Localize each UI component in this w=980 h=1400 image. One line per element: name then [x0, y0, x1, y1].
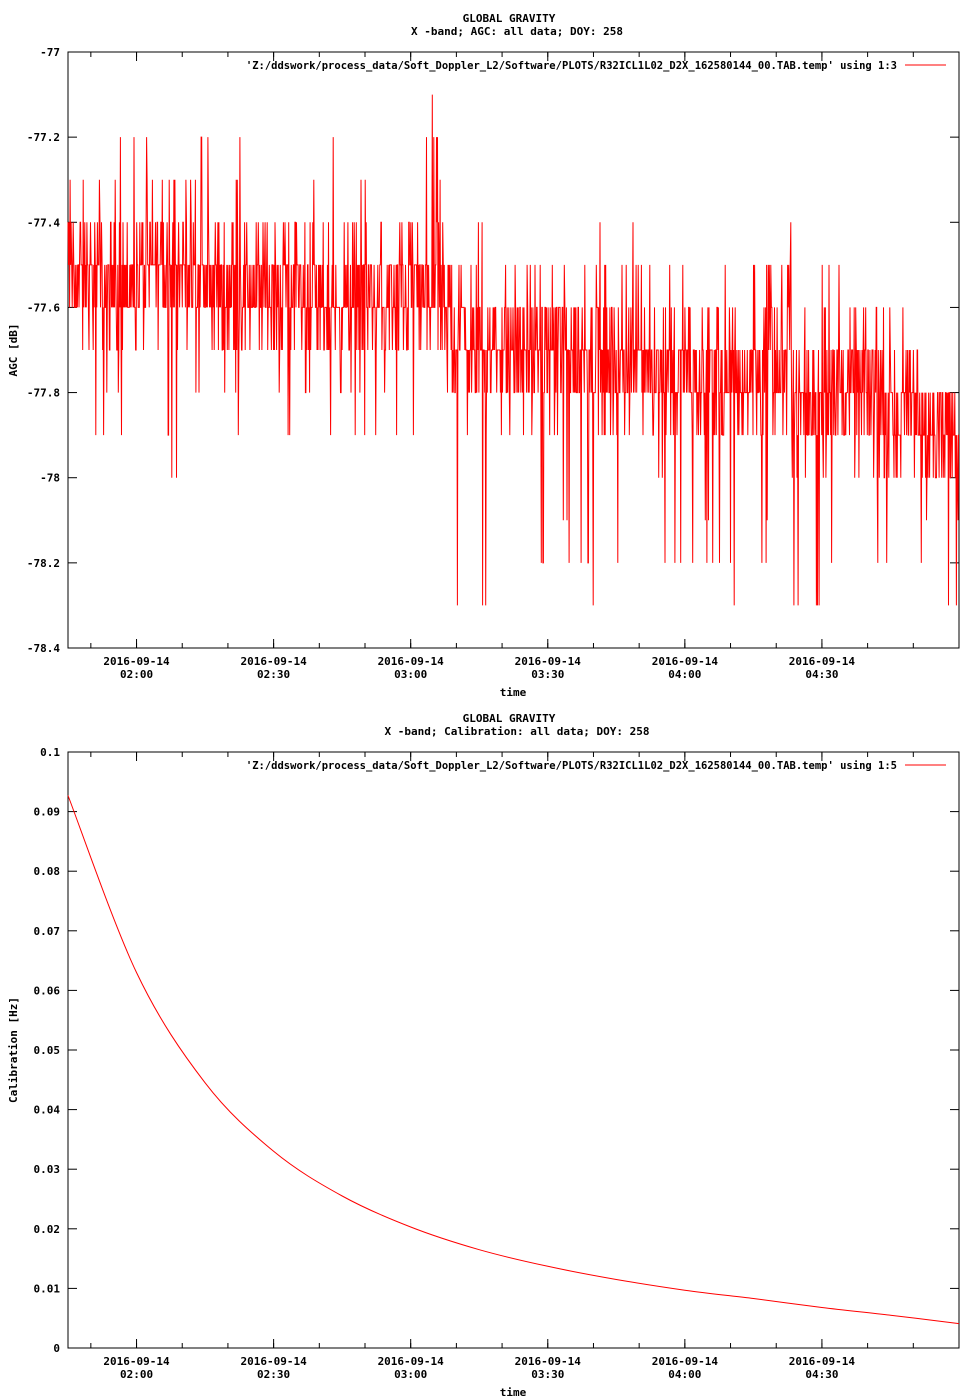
- calibration-chart-subtitle: X -band; Calibration: all data; DOY: 258: [385, 725, 650, 738]
- x-tick-date-label: 2016-09-14: [240, 655, 307, 668]
- x-tick-time-label: 02:30: [257, 1368, 290, 1381]
- y-tick-label: 0: [53, 1342, 60, 1355]
- agc-x-axis-label: time: [500, 686, 527, 699]
- x-tick-time-label: 03:00: [394, 1368, 427, 1381]
- y-tick-label: 0.02: [34, 1223, 61, 1236]
- x-tick-date-label: 2016-09-14: [240, 1355, 307, 1368]
- agc-x-axis: 2016-09-1402:002016-09-1402:302016-09-14…: [90, 52, 960, 681]
- x-tick-time-label: 04:30: [805, 668, 838, 681]
- x-tick-time-label: 02:30: [257, 668, 290, 681]
- calibration-chart-title: GLOBAL GRAVITY: [463, 712, 556, 725]
- agc-legend-label: 'Z:/ddswork/process_data/Soft_Doppler_L2…: [246, 60, 897, 72]
- y-tick-label: 0.09: [34, 806, 61, 819]
- y-tick-label: -78: [40, 472, 60, 485]
- y-tick-label: -77.6: [27, 301, 60, 314]
- calibration-y-axis-label: Calibration [Hz]: [7, 997, 20, 1103]
- x-tick-date-label: 2016-09-14: [515, 655, 582, 668]
- agc-chart-title: GLOBAL GRAVITY: [463, 12, 556, 25]
- y-tick-label: 0.08: [34, 865, 61, 878]
- x-tick-time-label: 04:30: [805, 1368, 838, 1381]
- y-tick-label: 0.04: [34, 1104, 61, 1117]
- x-tick-date-label: 2016-09-14: [652, 1355, 719, 1368]
- y-tick-label: 0.03: [34, 1163, 61, 1176]
- calibration-x-axis-label: time: [500, 1386, 527, 1399]
- agc-plot-frame: [67, 51, 960, 649]
- x-tick-date-label: 2016-09-14: [103, 655, 170, 668]
- calibration-legend-label: 'Z:/ddswork/process_data/Soft_Doppler_L2…: [246, 760, 897, 772]
- y-tick-label: -77: [40, 46, 60, 59]
- calibration-x-axis: 2016-09-1402:002016-09-1402:302016-09-14…: [90, 752, 960, 1381]
- x-tick-date-label: 2016-09-14: [789, 1355, 856, 1368]
- x-tick-time-label: 02:00: [120, 668, 153, 681]
- x-tick-date-label: 2016-09-14: [378, 1355, 445, 1368]
- y-tick-label: 0.1: [40, 746, 60, 759]
- x-tick-date-label: 2016-09-14: [789, 655, 856, 668]
- y-tick-label: -78.2: [27, 557, 60, 570]
- x-tick-date-label: 2016-09-14: [378, 655, 445, 668]
- agc-y-axis: -77 -77.2 -77.4 -77.6 -77.8 -78 -78.2 -78.4: [27, 46, 959, 655]
- y-tick-label: 0.07: [34, 925, 61, 938]
- x-tick-time-label: 03:30: [531, 668, 564, 681]
- x-tick-date-label: 2016-09-14: [103, 1355, 170, 1368]
- y-tick-label: -77.4: [27, 216, 60, 229]
- x-tick-date-label: 2016-09-14: [652, 655, 719, 668]
- x-tick-time-label: 04:00: [668, 1368, 701, 1381]
- y-tick-label: 0.06: [34, 984, 61, 997]
- agc-y-axis-label: AGC [dB]: [7, 324, 20, 377]
- x-tick-time-label: 02:00: [120, 1368, 153, 1381]
- x-tick-time-label: 03:30: [531, 1368, 564, 1381]
- agc-chart: GLOBAL GRAVITY X -band; AGC: all data; D…: [7, 12, 960, 699]
- calibration-series-line: [67, 795, 960, 1325]
- calibration-chart: GLOBAL GRAVITY X -band; Calibration: all…: [7, 712, 960, 1399]
- x-tick-date-label: 2016-09-14: [515, 1355, 582, 1368]
- x-tick-time-label: 03:00: [394, 668, 427, 681]
- x-tick-time-label: 04:00: [668, 668, 701, 681]
- y-tick-label: -77.2: [27, 131, 60, 144]
- y-tick-label: 0.05: [34, 1044, 61, 1057]
- y-tick-label: -78.4: [27, 642, 60, 655]
- calibration-y-axis: 0.1 0.09 0.08 0.07 0.06 0.05 0.04 0.03 0.02 0.01 0: [34, 746, 959, 1355]
- agc-chart-subtitle: X -band; AGC: all data; DOY: 258: [411, 25, 623, 38]
- y-tick-label: -77.8: [27, 387, 60, 400]
- agc-series: [67, 94, 959, 606]
- agc-series-line: [67, 94, 959, 606]
- y-tick-label: 0.01: [34, 1282, 61, 1295]
- calibration-series: [67, 795, 960, 1325]
